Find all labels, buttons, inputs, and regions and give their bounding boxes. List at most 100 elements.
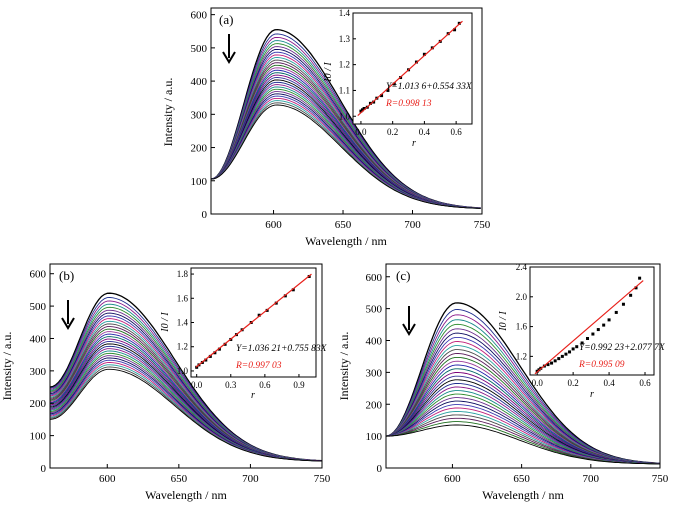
panel-b-inset-xlabel: r [251,390,255,401]
inset-data-point [208,354,212,358]
inset-data-point [580,341,584,345]
panel-a-equation: Y=1.013 6+0.554 33X [386,82,473,92]
inset-data-point [602,323,606,327]
inset-data-point [386,88,390,92]
x-tick-label: 600 [444,473,461,485]
inset-y-tick-label: 1.0 [177,366,189,376]
panel-a-inset-ylabel: I0 / I [323,62,334,83]
panel-b-fit-line [195,273,312,368]
panel-a-label: (a) [219,12,233,27]
panel-a-inset: 1.0 1.1 1.2 1.3 1.4 0.0 0.2 0.4 0.6 r I0 / I Y=1… [323,8,473,149]
panel-b-inset-ticks: 1.0 1.2 1.4 1.6 1.8 0.0 0.3 0.6 0.9 [177,269,305,390]
inset-data-point [257,313,261,317]
panel-c-x-ticks: 600 650 700 750 [444,464,669,485]
inset-x-tick-label: 0.4 [603,378,615,388]
inset-data-point [575,345,579,349]
inset-x-tick-label: 0.6 [451,127,463,137]
inset-x-tick-label: 0.6 [639,378,651,388]
panel-c-equation: Y=0.992 23+2.077 7X [579,343,666,353]
panel-b-inset-frame [190,267,317,378]
y-tick-label: 600 [366,272,383,284]
inset-x-tick-label: 0.6 [259,380,271,390]
inset-data-point [213,351,217,355]
panel-a-spectrum-line [210,104,481,209]
x-tick-label: 650 [335,219,352,231]
x-tick-label: 600 [265,219,282,231]
x-tick-label: 750 [474,219,491,231]
panel-c-inset-xlabel: r [590,389,594,400]
inset-y-tick-label: 1.4 [177,318,189,328]
x-tick-label: 650 [513,473,530,485]
inset-data-point [362,107,366,111]
panel-b-x-ticks: 600 650 700 750 [99,464,331,485]
panel-a-inset-ticks: 1.0 1.1 1.2 1.3 1.4 0.0 0.2 0.4 0.6 [339,8,463,137]
x-tick-label: 600 [99,473,116,485]
panel-a-fit-line [357,20,463,117]
inset-y-tick-label: 1.8 [177,269,189,279]
panel-b-frame [49,263,323,469]
inset-y-tick-label: 1.4 [339,8,351,18]
panel-c-curves [385,302,661,465]
inset-y-tick-label: 1.6 [516,322,528,332]
inset-x-tick-label: 0.0 [532,378,544,388]
panel-b-equation: Y=1.036 21+0.755 83X [236,344,328,354]
panel-c-down-arrow [402,306,416,336]
y-tick-label: 500 [191,43,208,55]
inset-data-point [614,310,618,314]
panel-b-down-arrow [61,300,75,330]
panel-a-frame [210,7,483,215]
panel-a-r-value: R=0.998 13 [385,99,432,109]
inset-data-point [546,363,550,367]
panel-b-curves [49,292,323,462]
panel-c-label: (c) [396,268,410,283]
inset-data-point [634,286,638,290]
y-tick-label: 400 [30,333,47,345]
x-tick-label: 700 [583,473,600,485]
y-tick-label: 100 [191,176,208,188]
inset-data-point [621,302,625,306]
panel-c-spectrum-line [386,424,660,465]
y-tick-label: 100 [366,431,383,443]
y-tick-label: 0 [41,463,47,475]
y-tick-label: 0 [202,209,208,221]
panel-c: 0 100 200 300 400 500 600 600 650 700 750 Wavelen… [337,262,669,502]
inset-data-point [291,288,295,292]
inset-data-point [560,354,564,358]
inset-y-tick-label: 2.0 [516,292,528,302]
panel-c-ylabel: Intensity / a.u. [337,332,351,401]
y-tick-label: 300 [30,366,47,378]
inset-data-point [453,28,457,32]
panel-c-frame [385,263,661,469]
inset-data-point [596,328,600,332]
panel-a-y-ticks: 0 100 200 300 400 500 600 [191,10,215,221]
panel-b: 0 100 200 300 400 500 600 600 650 700 750 Wavelen… [0,263,331,502]
panel-c-inset: 1.2 1.6 2.0 2.4 0.0 0.2 0.4 0.6 r I0 / I Y=0.99… [498,262,666,400]
panel-a-inset-xlabel: r [412,138,416,149]
inset-y-tick-label: 1.6 [177,293,189,303]
y-tick-label: 200 [191,143,208,155]
inset-y-tick-label: 2.4 [516,262,528,272]
inset-x-tick-label: 0.0 [355,127,367,137]
y-tick-label: 200 [366,399,383,411]
inset-data-point [380,94,384,98]
y-tick-label: 400 [366,336,383,348]
inset-data-point [217,347,221,351]
inset-x-tick-label: 0.9 [293,380,305,390]
inset-data-point [359,109,363,113]
inset-x-tick-label: 0.2 [387,127,398,137]
inset-y-tick-label: 1.0 [339,111,351,121]
panel-b-spectrum-line [49,368,322,462]
inset-data-point [568,350,572,354]
inset-data-point [564,352,568,356]
inset-data-point [629,293,633,297]
inset-data-point [550,361,554,365]
inset-data-point [571,347,575,351]
panel-b-y-ticks: 0 100 200 300 400 500 600 [30,269,54,475]
inset-x-tick-label: 0.3 [225,380,237,390]
x-tick-label: 700 [404,219,421,231]
y-tick-label: 0 [377,463,383,475]
panel-c-fit-line [534,280,644,375]
x-tick-label: 650 [171,473,188,485]
inset-data-point [368,101,372,105]
